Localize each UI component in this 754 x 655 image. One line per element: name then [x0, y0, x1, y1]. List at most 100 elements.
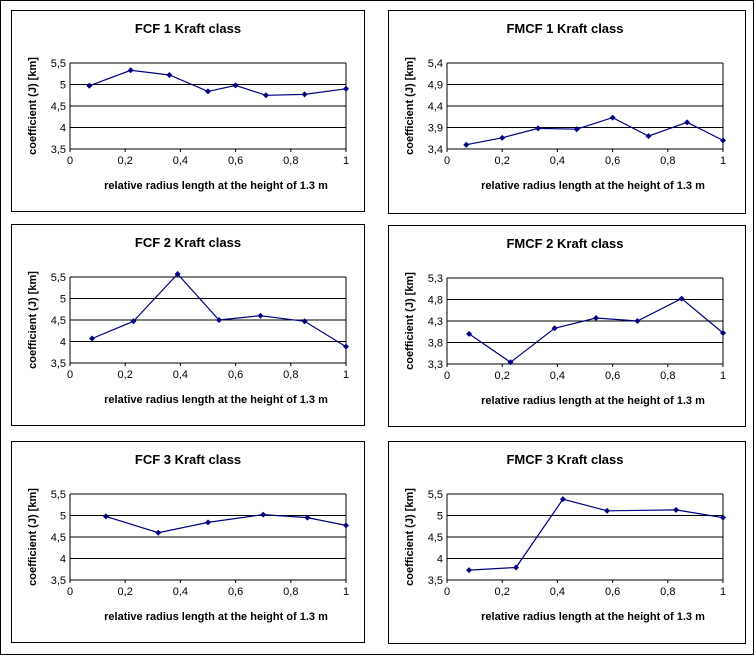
x-tick-label: 0: [67, 586, 73, 598]
data-point: [343, 85, 349, 92]
data-point: [232, 82, 239, 89]
x-tick-label: 0,6: [228, 369, 243, 381]
chart-title: FCF 2 Kraft class: [135, 235, 241, 250]
data-point: [89, 335, 96, 342]
series-line: [105, 513, 347, 534]
x-tick-label: 1: [343, 155, 349, 167]
x-tick-label: 0,8: [660, 586, 675, 598]
data-point: [720, 137, 726, 144]
data-point: [609, 114, 616, 121]
y-tick-label: 4,5: [51, 101, 66, 113]
x-tick-label: 0: [67, 369, 73, 381]
y-tick-label: 5,5: [51, 489, 66, 501]
data-point: [684, 119, 691, 126]
y-tick-label: 4: [60, 123, 66, 135]
data-point: [166, 72, 173, 79]
y-tick-label: 4,9: [428, 80, 443, 92]
data-point: [559, 496, 566, 503]
x-axis-label: relative radius length at the height of …: [481, 180, 705, 192]
x-tick-label: 0,2: [495, 586, 510, 598]
data-point: [593, 314, 600, 321]
data-point: [262, 92, 269, 99]
chart-title: FMCF 3 Kraft class: [506, 452, 623, 467]
x-tick-label: 0,2: [495, 370, 510, 382]
x-tick-label: 0,6: [605, 586, 620, 598]
data-point: [551, 325, 558, 332]
data-point: [301, 318, 308, 325]
y-tick-label: 4,4: [428, 101, 443, 113]
x-axis-label: relative radius length at the height of …: [104, 394, 328, 406]
x-tick-label: 1: [343, 369, 349, 381]
data-point: [513, 564, 519, 571]
y-tick-label: 3,5: [51, 358, 66, 370]
x-tick-label: 0,8: [660, 155, 675, 167]
x-tick-label: 0,2: [495, 155, 510, 167]
y-tick-label: 3,5: [428, 575, 443, 587]
y-tick-label: 3,5: [51, 144, 66, 156]
data-point: [301, 91, 308, 98]
x-tick-label: 0: [67, 155, 73, 167]
x-axis-label: relative radius length at the height of …: [481, 611, 705, 623]
y-tick-label: 5: [60, 294, 66, 306]
data-point: [102, 513, 109, 520]
y-tick-label: 5: [437, 511, 443, 523]
data-point: [507, 359, 514, 366]
y-tick-label: 4,5: [428, 532, 443, 544]
data-point: [499, 134, 506, 141]
y-tick-label: 3,3: [428, 359, 443, 371]
x-tick-label: 0,8: [283, 369, 298, 381]
data-point: [257, 312, 264, 319]
data-point: [86, 82, 93, 89]
chart-title: FCF 3 Kraft class: [135, 452, 241, 467]
data-point: [673, 506, 680, 513]
x-tick-label: 0: [444, 370, 450, 382]
y-tick-label: 4,8: [428, 295, 443, 307]
data-point: [205, 519, 211, 526]
x-tick-label: 0,2: [118, 586, 133, 598]
y-tick-label: 5,5: [428, 489, 443, 501]
x-tick-label: 0,4: [550, 155, 565, 167]
y-tick-label: 3,4: [428, 144, 443, 156]
y-tick-label: 5: [60, 80, 66, 92]
series-line: [91, 273, 347, 348]
y-tick-label: 3,8: [428, 338, 443, 350]
data-point: [645, 133, 652, 140]
data-point: [130, 318, 137, 325]
data-point: [174, 270, 181, 277]
data-point: [634, 318, 641, 324]
data-point: [343, 343, 349, 350]
chart-title: FCF 1 Kraft class: [135, 21, 241, 36]
x-tick-label: 0,8: [660, 370, 675, 382]
x-tick-label: 0,8: [283, 586, 298, 598]
x-tick-label: 0,6: [605, 155, 620, 167]
series-line: [469, 498, 724, 571]
data-point: [720, 514, 726, 521]
y-tick-label: 4,3: [428, 316, 443, 328]
y-axis-label: coefficient (J) [km]: [27, 488, 39, 586]
chart-panel-fmcf1: FMCF 1 Kraft class 3,4 3,9 4,4 4,9 5,4 0 0,2 0,4…: [388, 10, 746, 214]
data-point: [205, 88, 211, 95]
y-axis-label: coefficient (J) [km]: [404, 488, 416, 586]
x-tick-label: 1: [720, 155, 726, 167]
y-tick-label: 4,5: [51, 532, 66, 544]
data-point: [466, 567, 473, 574]
x-axis-label: relative radius length at the height of …: [481, 395, 705, 407]
data-point: [604, 507, 611, 514]
y-axis-label: coefficient (J) [km]: [27, 57, 39, 155]
x-tick-label: 0,6: [228, 155, 243, 167]
y-tick-label: 5,4: [428, 58, 443, 70]
x-tick-label: 1: [343, 586, 349, 598]
data-point: [463, 141, 470, 148]
x-tick-label: 0,6: [605, 370, 620, 382]
chart-panel-fcf2: FCF 2 Kraft class 3,5 4 4,5 5 5,5 0 0,2 0,4 0,6 0,…: [11, 224, 365, 426]
y-tick-label: 5,5: [51, 272, 66, 284]
data-point: [573, 126, 580, 133]
data-point: [343, 522, 349, 529]
x-tick-label: 0,2: [118, 155, 133, 167]
y-tick-label: 4: [60, 554, 66, 566]
y-tick-label: 4,5: [51, 315, 66, 327]
x-tick-label: 0,6: [228, 586, 243, 598]
x-tick-label: 0: [444, 586, 450, 598]
data-point: [127, 67, 134, 74]
